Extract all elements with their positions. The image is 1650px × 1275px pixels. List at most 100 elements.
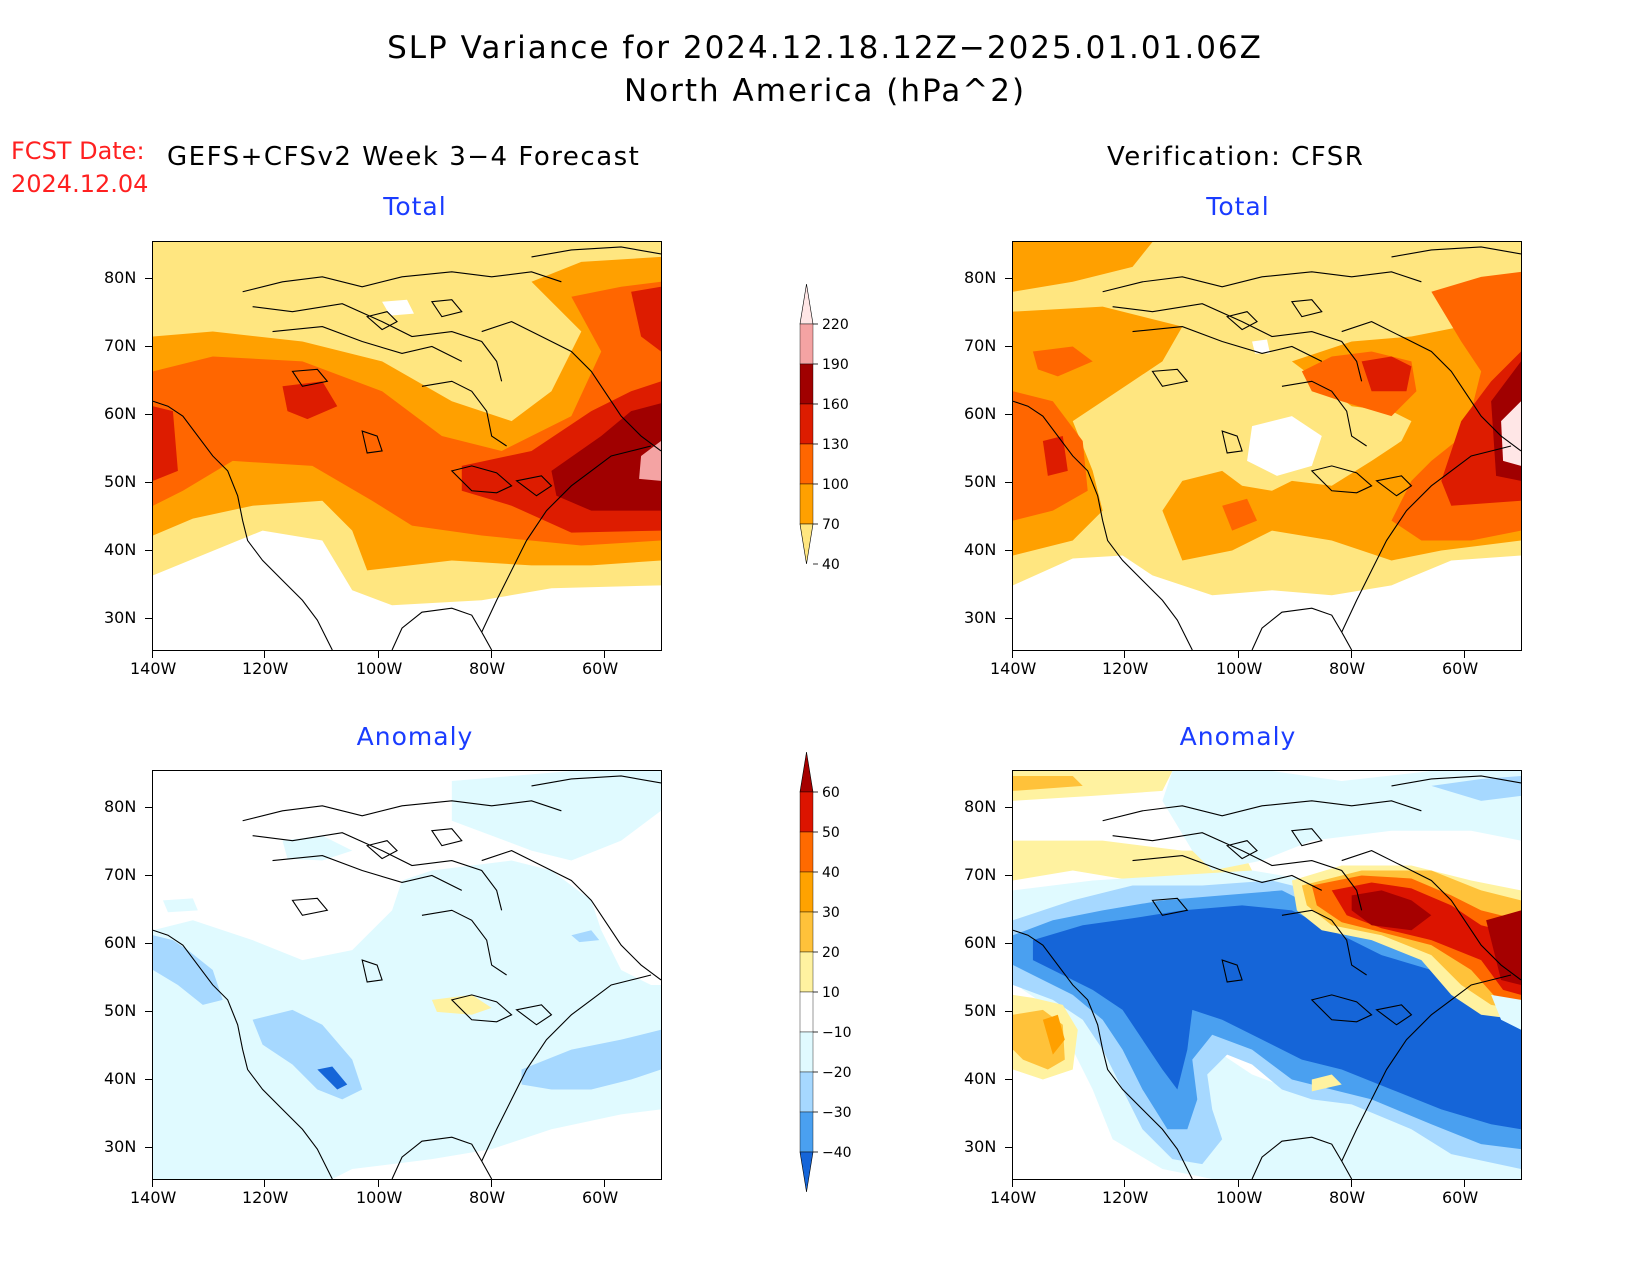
anomaly-colorbar-label: 10 <box>822 985 840 1001</box>
verification-anomaly-lat-tick <box>1005 875 1012 876</box>
forecast-total-lat-tick <box>145 618 152 619</box>
forecast-total-lon-tick <box>378 651 379 658</box>
verification-total-lon-tick <box>1124 651 1125 658</box>
forecast-total-lon-label: 140W <box>130 659 177 678</box>
verification-anomaly-lat-label: 60N <box>964 933 997 952</box>
verification-anomaly-lon-tick <box>1124 1180 1125 1187</box>
anomaly-colorbar-label: 60 <box>822 785 840 801</box>
forecast-total-lat-tick <box>145 550 152 551</box>
verification-anomaly-title: Anomaly <box>1179 722 1297 751</box>
total-colorbar-segment <box>799 363 814 405</box>
total-colorbar-segment <box>799 483 814 525</box>
forecast-anomaly-lon-label: 60W <box>582 1188 619 1207</box>
total-colorbar-label: 100 <box>822 477 849 493</box>
anomaly-colorbar-segment <box>799 1111 814 1153</box>
verification-total-lon-label: 140W <box>990 659 1037 678</box>
forecast-anomaly-lon-label: 140W <box>130 1188 177 1207</box>
total-colorbar: 220 190 160 130 100 70 40 <box>795 283 915 618</box>
forecast-anomaly-lat-tick <box>145 807 152 808</box>
forecast-anomaly-lat-tick <box>145 875 152 876</box>
forecast-header: GEFS+CFSv2 Week 3−4 Forecast <box>167 142 641 172</box>
verification-total-map <box>1012 241 1522 651</box>
verification-total-lat-tick <box>1005 414 1012 415</box>
verification-total-lat-label: 50N <box>964 472 997 491</box>
forecast-anomaly-lon-tick <box>604 1180 605 1187</box>
verification-total-lat-label: 40N <box>964 540 997 559</box>
anomaly-colorbar-segment <box>799 951 814 993</box>
verification-anomaly-lat-tick <box>1005 807 1012 808</box>
anomaly-colorbar-segment <box>799 831 814 873</box>
forecast-total-map <box>152 241 662 651</box>
verification-anomaly-lon-tick <box>1012 1180 1013 1187</box>
verification-total-lon-label: 100W <box>1216 659 1263 678</box>
verification-total-lat-tick <box>1005 278 1012 279</box>
anomaly-colorbar-segment <box>799 991 814 1033</box>
anomaly-colorbar-label: −20 <box>822 1065 852 1081</box>
verification-total-lon-label: 80W <box>1329 659 1366 678</box>
verification-anomaly-lat-tick <box>1005 1011 1012 1012</box>
verification-anomaly-lat-tick <box>1005 1079 1012 1080</box>
anomaly-colorbar-segment <box>799 1071 814 1113</box>
verification-anomaly-lat-label: 30N <box>964 1137 997 1156</box>
forecast-anomaly-lon-label: 120W <box>242 1188 289 1207</box>
forecast-total-lat-label: 80N <box>104 268 137 287</box>
verification-anomaly-lat-label: 70N <box>964 865 997 884</box>
verification-total-lat-tick <box>1005 346 1012 347</box>
forecast-anomaly-lat-label: 30N <box>104 1137 137 1156</box>
verification-anomaly-lon-label: 60W <box>1442 1188 1479 1207</box>
verification-total-lat-tick <box>1005 550 1012 551</box>
total-colorbar-label: 130 <box>822 437 849 453</box>
forecast-total-lat-tick <box>145 482 152 483</box>
verification-total-lat-label: 60N <box>964 404 997 423</box>
verification-anomaly-lat-label: 40N <box>964 1069 997 1088</box>
forecast-anomaly-title: Anomaly <box>356 722 474 751</box>
verification-total-lon-label: 120W <box>1102 659 1149 678</box>
anomaly-colorbar-segment <box>799 911 814 953</box>
anomaly-colorbar-label: −40 <box>822 1145 852 1161</box>
anomaly-colorbar-label: 20 <box>822 945 840 961</box>
forecast-total-lon-label: 120W <box>242 659 289 678</box>
forecast-anomaly-lon-tick <box>491 1180 492 1187</box>
forecast-anomaly-lon-label: 80W <box>469 1188 506 1207</box>
anomaly-colorbar-top-arrow <box>799 751 814 793</box>
anomaly-colorbar-label: −30 <box>822 1105 852 1121</box>
total-colorbar-svg: 220 190 160 130 100 70 40 <box>799 283 849 573</box>
forecast-total-lat-label: 50N <box>104 472 137 491</box>
verification-header: Verification: CFSR <box>1107 142 1365 172</box>
total-colorbar-bottom-arrow <box>799 523 814 565</box>
verification-anomaly-lat-label: 50N <box>964 1001 997 1020</box>
total-colorbar-label: 70 <box>822 517 840 533</box>
anomaly-colorbar-bottom-arrow <box>799 1151 814 1193</box>
total-colorbar-segment <box>799 443 814 485</box>
forecast-total-lon-tick <box>604 651 605 658</box>
forecast-anomaly-lat-label: 50N <box>104 1001 137 1020</box>
verification-total-lon-tick <box>1351 651 1352 658</box>
verification-anomaly-lat-tick <box>1005 943 1012 944</box>
forecast-anomaly-lat-tick <box>145 1147 152 1148</box>
anomaly-colorbar: 60 50 40 30 20 10 −10 −20 −30 −40 <box>795 751 915 1211</box>
verification-total-lat-label: 30N <box>964 608 997 627</box>
forecast-anomaly-lon-label: 100W <box>356 1188 403 1207</box>
total-colorbar-label: 160 <box>822 397 849 413</box>
verification-total-lon-tick <box>1464 651 1465 658</box>
anomaly-colorbar-label: 50 <box>822 825 840 841</box>
forecast-anomaly-lon-tick <box>152 1180 153 1187</box>
forecast-anomaly-lon-tick <box>264 1180 265 1187</box>
forecast-anomaly-lat-label: 40N <box>104 1069 137 1088</box>
verification-anomaly-lon-tick <box>1464 1180 1465 1187</box>
forecast-total-lat-tick <box>145 346 152 347</box>
total-colorbar-label: 220 <box>822 317 849 333</box>
anomaly-colorbar-svg: 60 50 40 30 20 10 −10 −20 −30 −40 <box>799 751 852 1193</box>
forecast-total-lon-label: 100W <box>356 659 403 678</box>
verification-anomaly-lon-label: 120W <box>1102 1188 1149 1207</box>
anomaly-colorbar-label: −10 <box>822 1025 852 1041</box>
forecast-total-lat-tick <box>145 278 152 279</box>
verification-total-title: Total <box>1206 192 1270 221</box>
forecast-anomaly-lat-tick <box>145 1079 152 1080</box>
anomaly-colorbar-label: 40 <box>822 865 840 881</box>
forecast-total-lon-tick <box>264 651 265 658</box>
verification-anomaly-lon-tick <box>1238 1180 1239 1187</box>
forecast-total-lat-label: 30N <box>104 608 137 627</box>
forecast-anomaly-lat-label: 70N <box>104 865 137 884</box>
forecast-total-lon-label: 80W <box>469 659 506 678</box>
